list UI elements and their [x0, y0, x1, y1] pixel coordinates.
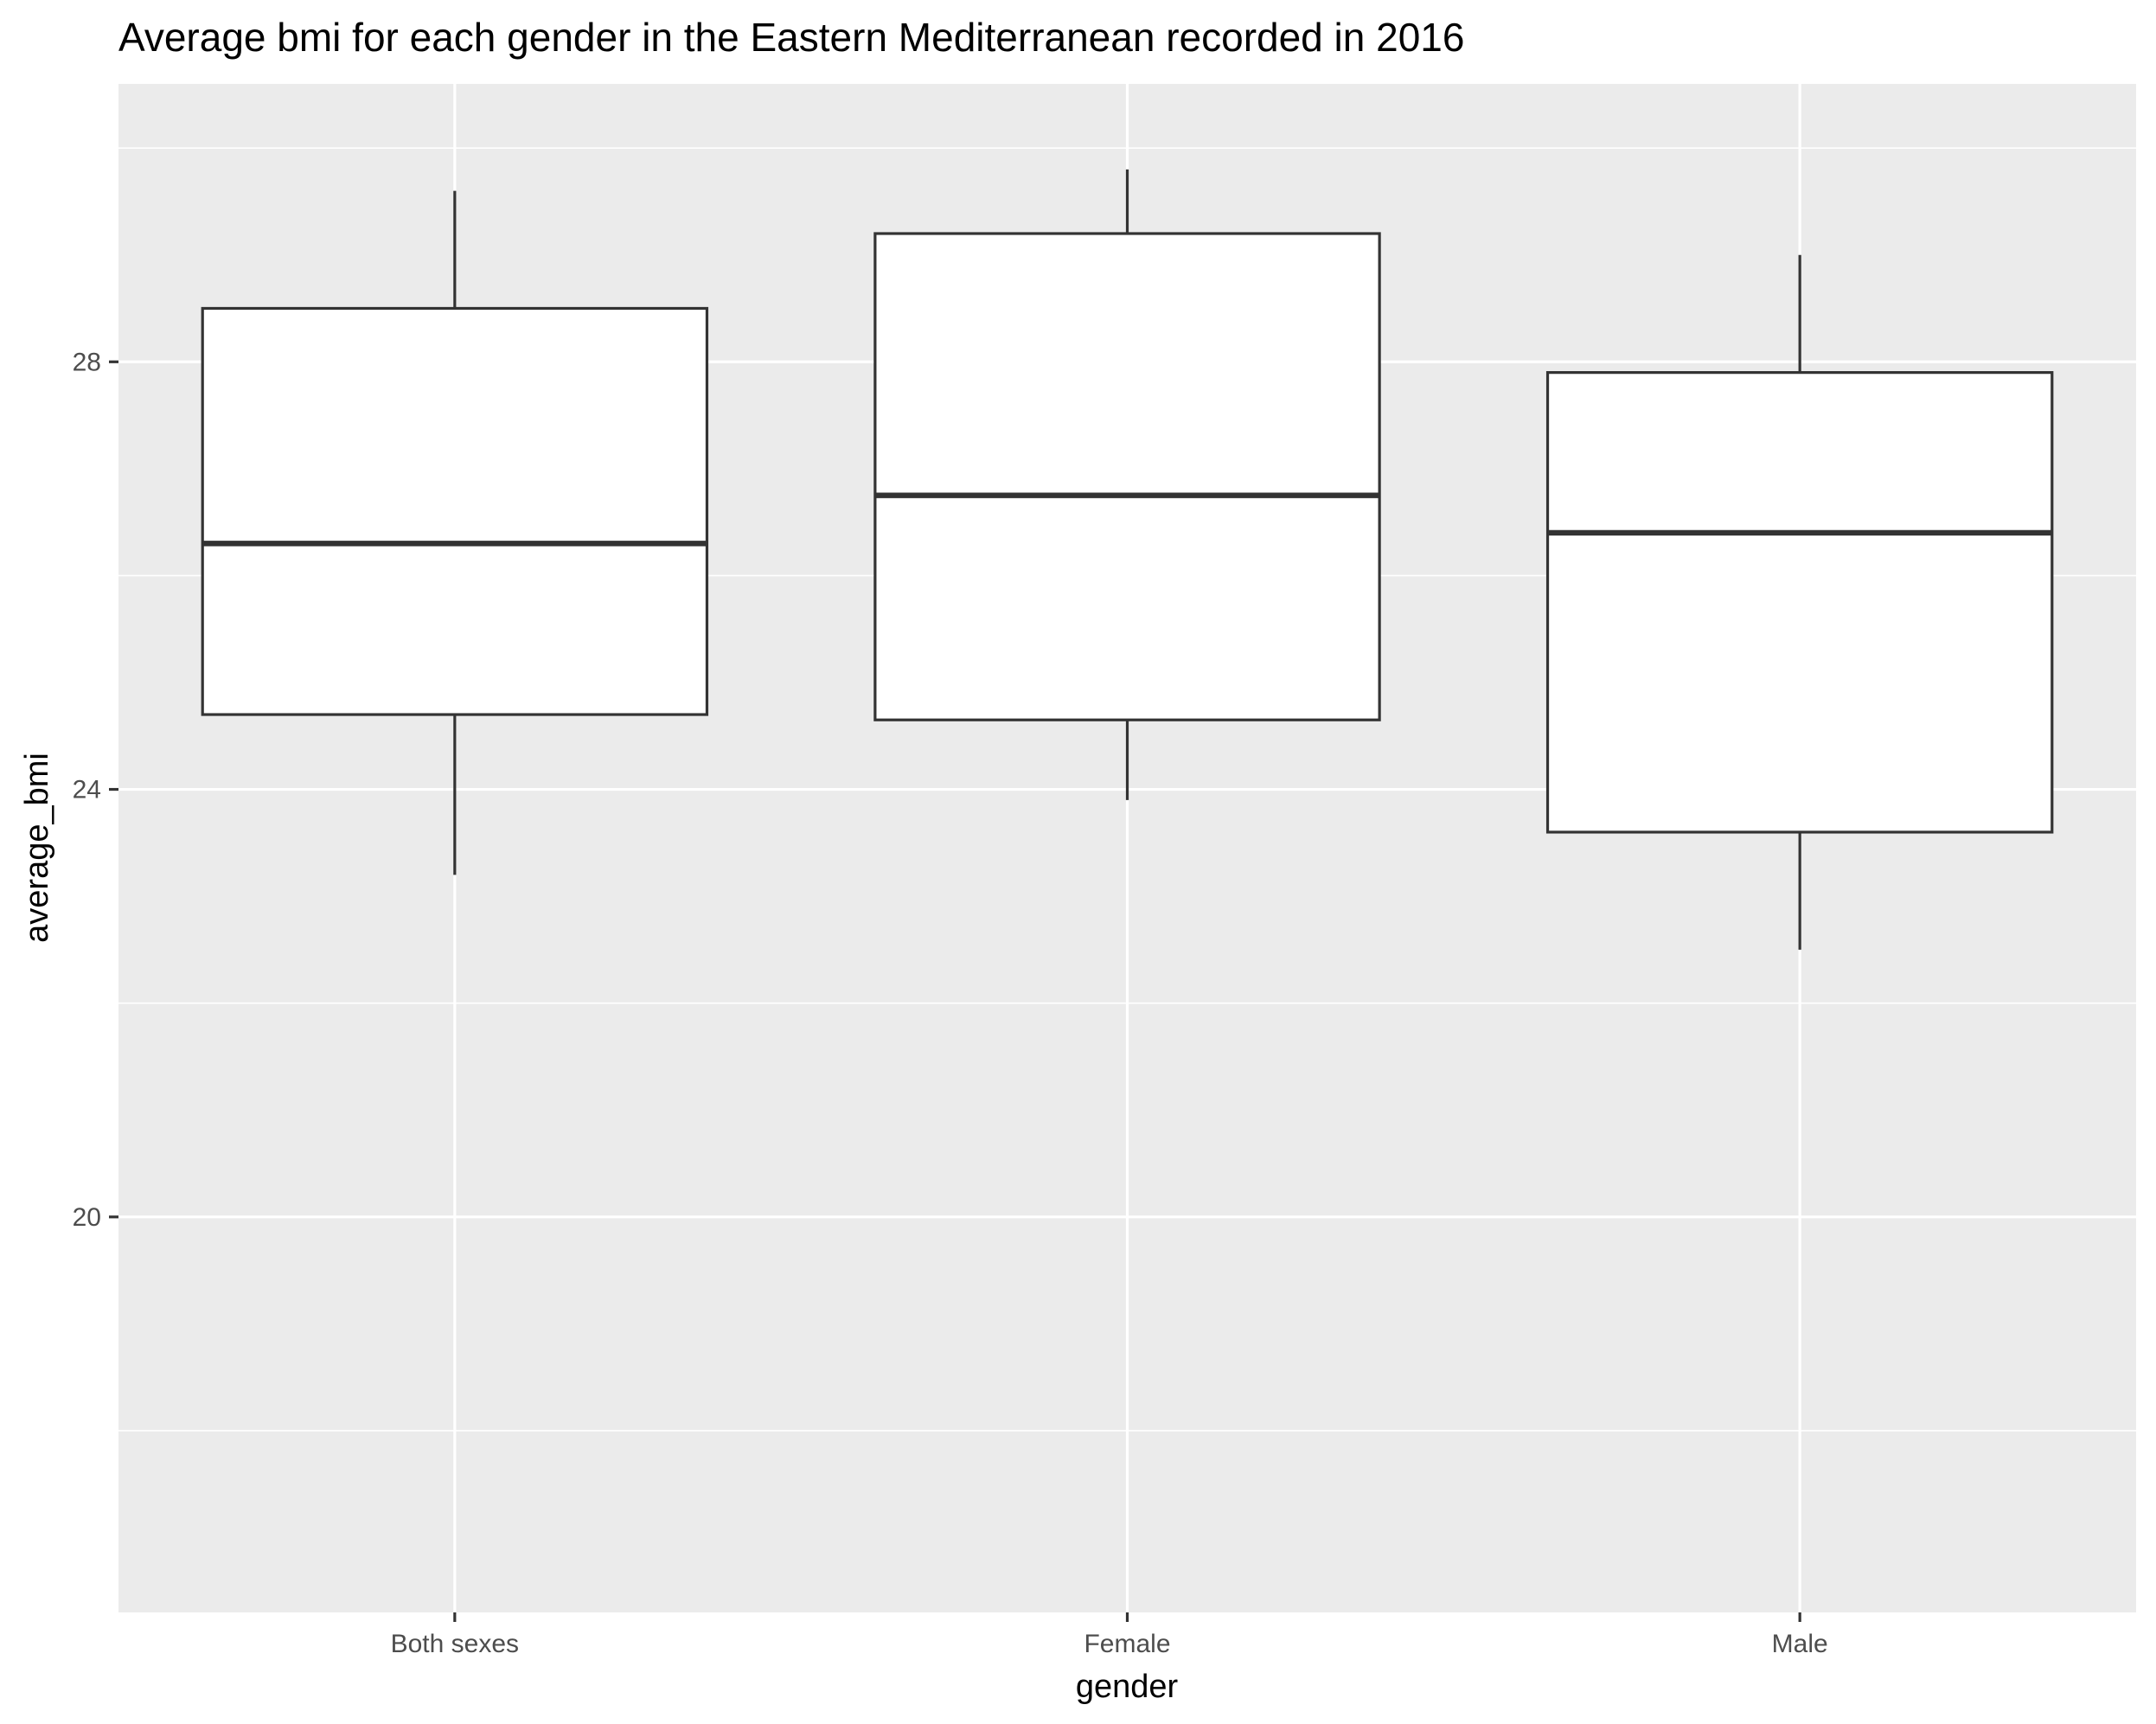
y-tick-label: 20	[73, 1203, 101, 1232]
box	[1545, 371, 2054, 834]
y-tick-label: 28	[73, 348, 101, 376]
y-axis: 20 24 28	[73, 348, 118, 1232]
chart-title: Average bmi for each gender in the Easte…	[118, 15, 1464, 60]
x-tick-label: Both sexes	[391, 1630, 519, 1658]
box-group	[1545, 254, 2054, 950]
x-tick-label: Male	[1772, 1630, 1828, 1658]
box-group	[201, 190, 709, 875]
x-tick-label: Female	[1084, 1630, 1170, 1658]
x-axis: Both sexes Female Male	[391, 1612, 1828, 1658]
y-axis-title: average_bmi	[19, 753, 55, 943]
x-axis-title: gender	[1076, 1669, 1179, 1705]
box	[873, 232, 1381, 721]
box-group	[873, 169, 1381, 800]
box	[201, 306, 709, 716]
y-tick-label: 24	[73, 776, 101, 804]
boxes	[201, 169, 2054, 950]
